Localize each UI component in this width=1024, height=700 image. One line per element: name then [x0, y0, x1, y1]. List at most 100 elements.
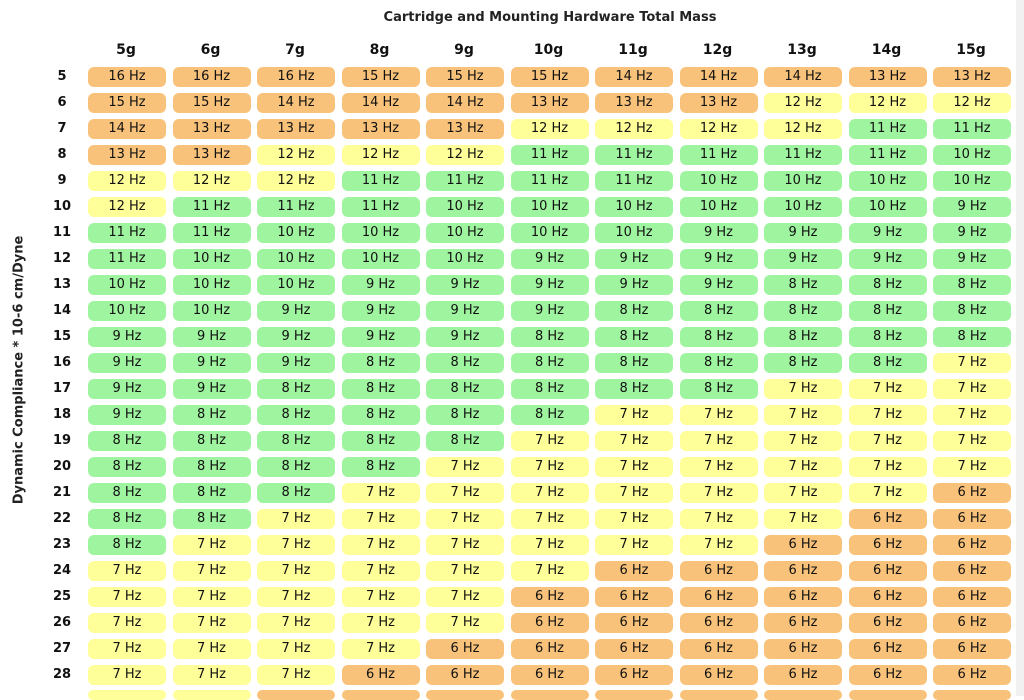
table-cell: 8 Hz [88, 483, 166, 503]
table-cell: 6 Hz [764, 639, 842, 659]
column-header-10g: 10g [533, 42, 564, 58]
table-cell: 12 Hz [933, 93, 1011, 113]
table-cell: 8 Hz [257, 379, 335, 399]
y-axis-label: Dynamic Compliance * 10-6 cm/Dyne [11, 235, 27, 505]
table-cell: 11 Hz [510, 171, 589, 191]
table-cell: 10 Hz [172, 301, 251, 321]
row-header-12: 12 [52, 251, 72, 266]
scrollbar[interactable] [1016, 0, 1024, 696]
table-cell: 6 Hz [679, 665, 758, 685]
table-cell: 8 Hz [341, 457, 420, 477]
table-cell: 12 Hz [426, 145, 504, 165]
table-cell: 7 Hz [172, 535, 251, 555]
table-cell: 16 Hz [257, 67, 335, 87]
table-cell: 12 Hz [257, 171, 335, 191]
table-cell: 7 Hz [341, 509, 420, 529]
table-cell: 7 Hz [679, 405, 758, 425]
table-cell: 8 Hz [426, 431, 504, 451]
column-header-6g: 6g [200, 42, 221, 58]
table-cell: 11 Hz [426, 171, 504, 191]
column-header-11g: 11g [618, 42, 648, 58]
row-header-18: 18 [52, 407, 72, 422]
table-cell: 8 Hz [257, 483, 335, 503]
table-cell: 7 Hz [595, 405, 673, 425]
table-cell: 9 Hz [88, 327, 166, 347]
table-cell: 10 Hz [595, 197, 673, 217]
partial-cell [510, 690, 589, 700]
table-cell: 9 Hz [426, 327, 504, 347]
table-cell: 9 Hz [257, 353, 335, 373]
table-cell: 9 Hz [257, 327, 335, 347]
table-cell: 7 Hz [426, 587, 504, 607]
row-header-10: 10 [52, 199, 72, 214]
table-cell: 8 Hz [679, 379, 758, 399]
row-header-13: 13 [52, 277, 72, 292]
partial-cell [341, 690, 420, 700]
table-cell: 8 Hz [848, 275, 927, 295]
table-cell: 9 Hz [764, 223, 842, 243]
table-cell: 7 Hz [257, 587, 335, 607]
table-cell: 8 Hz [933, 327, 1011, 347]
table-cell: 6 Hz [764, 561, 842, 581]
table-cell: 14 Hz [426, 93, 504, 113]
row-header-27: 27 [52, 641, 72, 656]
table-cell: 7 Hz [595, 457, 673, 477]
table-cell: 12 Hz [88, 197, 166, 217]
table-cell: 8 Hz [257, 431, 335, 451]
table-cell: 9 Hz [933, 249, 1011, 269]
table-cell: 6 Hz [933, 483, 1011, 503]
table-cell: 10 Hz [933, 145, 1011, 165]
table-cell: 8 Hz [764, 301, 842, 321]
table-cell: 8 Hz [510, 327, 589, 347]
row-header-25: 25 [52, 589, 72, 604]
table-cell: 8 Hz [848, 301, 927, 321]
table-cell: 10 Hz [88, 275, 166, 295]
table-cell: 6 Hz [848, 535, 927, 555]
table-cell: 6 Hz [764, 535, 842, 555]
table-cell: 6 Hz [764, 665, 842, 685]
table-cell: 8 Hz [848, 353, 927, 373]
table-cell: 7 Hz [172, 639, 251, 659]
table-cell: 14 Hz [679, 67, 758, 87]
row-header-24: 24 [52, 563, 72, 578]
row-header-14: 14 [52, 303, 72, 318]
table-cell: 6 Hz [933, 613, 1011, 633]
table-cell: 7 Hz [764, 483, 842, 503]
table-cell: 15 Hz [88, 93, 166, 113]
table-cell: 13 Hz [88, 145, 166, 165]
table-cell: 7 Hz [764, 431, 842, 451]
table-cell: 6 Hz [595, 665, 673, 685]
table-cell: 7 Hz [595, 509, 673, 529]
table-cell: 7 Hz [426, 561, 504, 581]
table-cell: 7 Hz [88, 587, 166, 607]
partial-next-row [86, 690, 1014, 700]
table-cell: 6 Hz [933, 509, 1011, 529]
table-cell: 7 Hz [341, 483, 420, 503]
table-cell: 14 Hz [764, 67, 842, 87]
table-cell: 10 Hz [848, 197, 927, 217]
row-header-28: 28 [52, 667, 72, 682]
table-cell: 7 Hz [848, 431, 927, 451]
table-cell: 8 Hz [933, 275, 1011, 295]
table-cell: 9 Hz [88, 379, 166, 399]
table-cell: 6 Hz [595, 561, 673, 581]
table-cell: 15 Hz [172, 93, 251, 113]
table-cell: 7 Hz [257, 561, 335, 581]
table-cell: 8 Hz [172, 457, 251, 477]
table-cell: 12 Hz [341, 145, 420, 165]
table-cell: 9 Hz [426, 275, 504, 295]
table-cell: 14 Hz [595, 67, 673, 87]
table-cell: 9 Hz [764, 249, 842, 269]
table-cell: 12 Hz [848, 93, 927, 113]
table-cell: 9 Hz [848, 249, 927, 269]
table-cell: 11 Hz [88, 223, 166, 243]
table-cell: 13 Hz [933, 67, 1011, 87]
table-cell: 8 Hz [848, 327, 927, 347]
table-cell: 7 Hz [933, 379, 1011, 399]
table-cell: 10 Hz [426, 197, 504, 217]
column-header-13g: 13g [787, 42, 817, 58]
table-cell: 11 Hz [595, 171, 673, 191]
table-cell: 7 Hz [679, 509, 758, 529]
table-cell: 7 Hz [426, 613, 504, 633]
table-cell: 10 Hz [257, 223, 335, 243]
